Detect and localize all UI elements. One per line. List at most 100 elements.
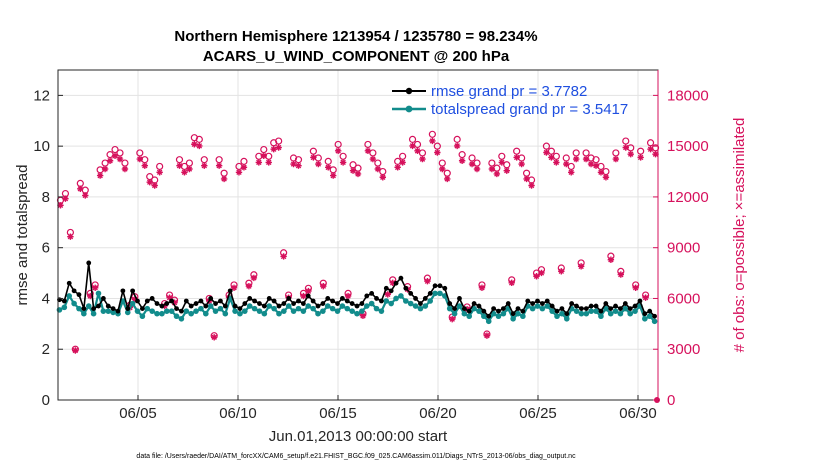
obs-assimilated-point: [131, 296, 139, 303]
spread-layer-point: [559, 310, 565, 317]
obs-assimilated-point: [171, 299, 178, 306]
obs-assimilated-point: [483, 332, 491, 339]
obs-assimilated-point: [156, 169, 163, 176]
legend: rmse grand pr = 3.7782 totalspread grand…: [392, 83, 628, 118]
spread-layer-point: [237, 310, 243, 317]
rmse-layer-point: [437, 283, 443, 289]
rmse-layer-point: [281, 301, 287, 306]
rmse-layer-point: [452, 306, 457, 312]
obs-assimilated-point: [637, 154, 644, 161]
spread-layer-point: [368, 300, 375, 307]
spread-layer-point: [417, 305, 424, 312]
rmse-layer-point: [305, 293, 311, 299]
spread-layer-point: [398, 293, 404, 299]
spread-layer-point: [642, 315, 648, 322]
rmse-layer-point: [442, 285, 448, 291]
rmse-layer-point: [310, 298, 316, 304]
obs-possible-point: [646, 139, 655, 147]
spread-layer-point: [129, 300, 136, 307]
rmse-layer-point: [174, 306, 179, 312]
obs-assimilated-point: [215, 162, 223, 169]
spread-layer-point: [481, 313, 487, 320]
obs-possible-point: [309, 147, 317, 155]
spread-layer-point: [310, 305, 316, 312]
totalspread-series: [56, 290, 658, 325]
spread-layer-point: [232, 308, 238, 314]
obs-assimilated-point: [592, 162, 600, 169]
rmse-layer-point: [598, 308, 604, 314]
rmse-layer-point: [300, 301, 306, 306]
obs-assimilated-point: [612, 155, 620, 163]
rmse-layer-point: [218, 298, 223, 304]
obs-assimilated-point: [449, 315, 456, 323]
spread-layer-point: [329, 305, 336, 312]
spread-layer-point: [339, 303, 346, 309]
spread-layer-point: [588, 308, 594, 314]
obs-assimilated-point: [513, 154, 520, 161]
obs-assimilated-point: [235, 169, 243, 176]
rmse-layer-point: [86, 260, 92, 266]
rmse-layer-point: [193, 301, 199, 306]
obs-assimilated-point: [87, 292, 94, 300]
rmse-layer-point: [130, 288, 136, 294]
obs-assimilated-point: [558, 268, 565, 275]
left-axis-ticks: 0 2 4 6 8 10 12: [33, 87, 63, 409]
rmse-layer-point: [530, 301, 536, 306]
rmse-layer-point: [398, 275, 404, 281]
obs-assimilated-point: [310, 154, 317, 161]
obs-assimilated-point: [325, 164, 332, 171]
left-tick-label: 6: [42, 240, 50, 257]
spread-layer-point: [510, 315, 516, 322]
rmse-layer-point: [100, 296, 106, 301]
obs-assimilated-point: [354, 170, 362, 178]
rmse-layer-point: [500, 306, 506, 312]
obs-assimilated-point: [245, 282, 253, 290]
rmse-layer-point: [325, 296, 331, 301]
spread-layer-point: [154, 310, 160, 317]
rmse-layer-point: [115, 308, 121, 314]
x-tick-label: 06/20: [419, 405, 457, 422]
obs-assimilated-point: [607, 256, 615, 263]
rmse-layer-point: [471, 301, 477, 306]
rmse-layer-point: [564, 311, 570, 317]
spread-layer-point: [193, 308, 199, 314]
rmse-layer-point: [476, 303, 482, 309]
rmse-layer-point: [159, 303, 165, 309]
obs-assimilated-point: [77, 185, 84, 192]
rmse-layer-point: [354, 303, 360, 309]
obs-assimilated-point: [364, 147, 372, 155]
spread-layer-point: [593, 308, 599, 314]
spread-layer-point: [617, 310, 624, 317]
spread-layer-point: [466, 313, 473, 320]
spread-layer-point: [246, 303, 253, 309]
obs-possible-point: [195, 135, 203, 143]
spread-layer-point: [646, 313, 653, 320]
rmse-layer-point: [539, 301, 545, 306]
legend-spread-marker: [405, 105, 413, 113]
spread-layer-point: [461, 310, 468, 317]
rmse-layer-point: [232, 303, 238, 309]
left-tick-label: 2: [42, 341, 50, 358]
spread-layer-point: [212, 308, 219, 314]
rmse-layer-point: [266, 296, 272, 301]
rmse-layer-point: [242, 301, 248, 306]
obs-assimilated-point: [57, 202, 64, 209]
obs-assimilated-point: [359, 312, 367, 320]
spread-layer-point: [544, 303, 551, 309]
rmse-layer-point: [61, 298, 67, 304]
rmse-layer-point: [349, 301, 355, 306]
rmse-layer-point: [144, 298, 150, 304]
obs-assimilated-point: [220, 175, 228, 183]
obs-assimilated-point: [563, 160, 570, 168]
rmse-layer-point: [618, 306, 623, 312]
right-tick-label: 6000: [667, 290, 700, 307]
spread-layer-point: [471, 305, 477, 312]
obs-assimilated-point: [72, 347, 79, 354]
rmse-layer-point: [627, 306, 633, 312]
spread-layer-point: [520, 313, 526, 320]
obs-assimilated-point: [67, 233, 74, 240]
rmse-layer-point: [613, 303, 618, 309]
spread-layer-point: [61, 304, 68, 311]
spread-layer-point: [110, 309, 116, 316]
rmse-layer-point: [403, 285, 409, 291]
